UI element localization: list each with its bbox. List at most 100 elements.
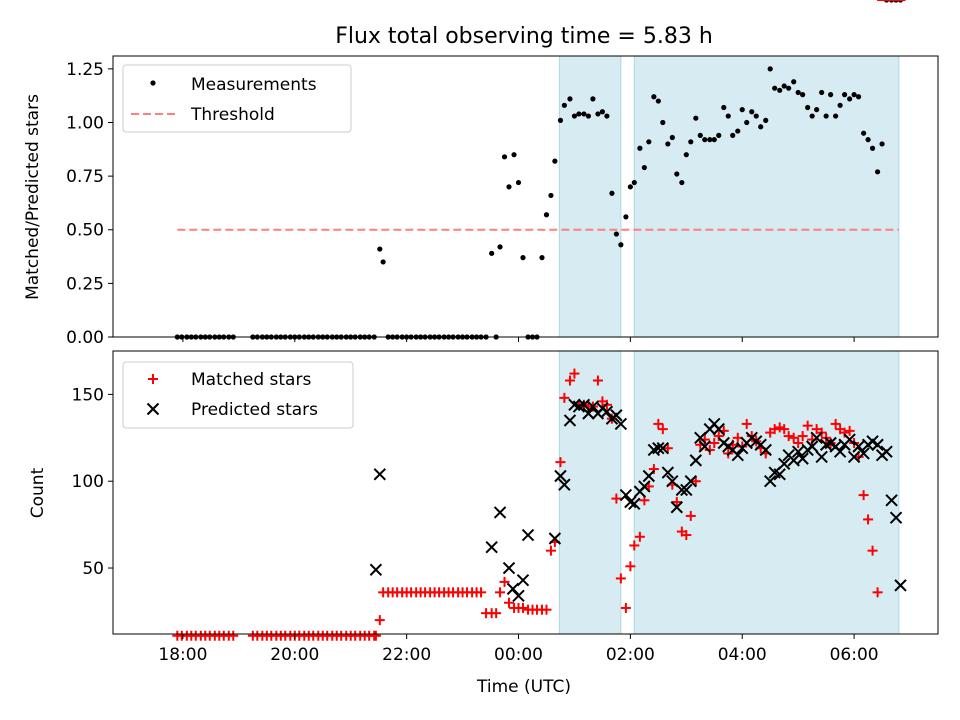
predicted-star-point — [689, 454, 703, 467]
panel-counts: 50 100 150 18:00 20:00 22:00 00:00 02:00 04:00 0… — [28, 0, 939, 697]
matched-star-point — [491, 608, 502, 619]
measurement-point — [865, 137, 871, 143]
predicted-star-point — [493, 506, 507, 519]
predicted-star-point — [847, 450, 861, 464]
measurement-point — [730, 132, 736, 138]
predicted-star-point-b — [777, 457, 791, 471]
predicted-star-point-b — [506, 582, 520, 596]
predicted-star-point-b — [810, 431, 823, 445]
predicted-star-point — [624, 495, 637, 509]
y-tick-label-bottom-2: 150 — [72, 385, 104, 405]
predicted-star-point — [773, 468, 786, 481]
predicted-star-point-b — [610, 409, 623, 422]
legend-matched-label: Matched stars — [191, 370, 311, 390]
legend-predicted-marker-b — [146, 402, 160, 416]
measurement-point — [763, 117, 769, 123]
matched-star-point — [774, 422, 785, 433]
predicted-star-point-b — [628, 497, 641, 510]
x-tick-label-5: 04:00 — [718, 645, 767, 665]
measurement-point — [571, 113, 578, 119]
measurement-point — [879, 141, 885, 147]
predicted-star-point — [548, 532, 562, 545]
predicted-star-point-b — [791, 445, 805, 458]
predicted-star-point — [810, 431, 823, 445]
matched-star-point — [779, 424, 790, 435]
predicted-star-point — [652, 442, 665, 455]
measurement-point — [814, 107, 820, 113]
plot-area-top-frame — [112, 55, 939, 338]
predicted-star-point — [796, 452, 809, 465]
measurement-point — [758, 124, 764, 130]
predicted-star-point — [680, 483, 693, 497]
predicted-star-point-b — [880, 445, 893, 458]
predicted-star-point — [777, 457, 791, 471]
legend-measurements-marker — [150, 80, 156, 86]
matched-star-point — [629, 540, 640, 551]
measurement-point — [561, 102, 567, 108]
predicted-star-point-b — [582, 407, 595, 420]
legend-matched-marker — [148, 374, 158, 384]
y-axis-ticks-top: 0.00 0.25 0.50 0.75 1.00 1.25 — [66, 60, 113, 348]
y-tick-label-top-5: 1.25 — [66, 60, 104, 80]
y-tick-label-top-2: 0.50 — [66, 221, 104, 241]
predicted-star-point — [642, 469, 656, 483]
measurement-point — [651, 94, 657, 100]
predicted-star-point — [712, 422, 725, 436]
predicted-star-point-b — [512, 589, 525, 603]
predicted-star-point-b — [763, 475, 777, 488]
matched-star-point — [517, 602, 528, 613]
measurement-point — [707, 137, 713, 143]
measurement-point — [841, 92, 848, 98]
y-tick-label-top-1: 0.25 — [66, 274, 104, 294]
matched-star-point — [559, 392, 570, 403]
predicted-star-point-b — [689, 454, 703, 467]
measurement-point — [646, 139, 652, 145]
legend-measurements-label: Measurements — [191, 75, 317, 95]
measurement-point — [609, 190, 615, 196]
matched-star-point — [788, 432, 799, 443]
matched-star-point — [662, 443, 673, 454]
measurement-point — [702, 137, 708, 143]
predicted-star-point-b — [369, 563, 383, 576]
legend-bottom-box — [122, 361, 354, 429]
predicted-star-point-b — [759, 443, 772, 457]
predicted-star-point-b — [833, 445, 847, 458]
measurement-point — [800, 92, 806, 98]
y-axis-label-bottom: Count — [28, 467, 48, 518]
measurement-point — [520, 255, 526, 261]
predicted-star-point — [554, 469, 567, 483]
measurement-point — [688, 139, 694, 145]
measurement-point — [576, 111, 582, 117]
predicted-star-point-b — [796, 452, 809, 465]
y-tick-label-top-4: 1.00 — [66, 113, 104, 133]
predicted-star-point-b — [624, 495, 637, 509]
predicted-star-point-b — [866, 435, 879, 448]
measurement-point — [627, 184, 633, 190]
measurement-point — [735, 128, 741, 134]
measurements-points — [174, 0, 904, 340]
predicted-star-point — [889, 511, 903, 524]
measurement-point — [557, 117, 564, 123]
measurement-point — [683, 152, 689, 158]
measurement-point — [772, 85, 778, 91]
predicted-star-point-b — [516, 573, 530, 587]
measurement-point — [539, 255, 545, 261]
predicted-star-point-b — [843, 433, 856, 446]
measurement-point — [869, 145, 876, 151]
measurement-point — [679, 179, 685, 186]
matched-star-point — [802, 420, 813, 431]
predicted-star-point — [656, 442, 670, 455]
measurement-point — [721, 104, 727, 111]
predicted-star-point — [558, 478, 571, 491]
predicted-star-point — [512, 589, 525, 603]
matched-star-point — [653, 418, 664, 429]
observing-intervals-top — [558, 55, 900, 338]
predicted-star-point — [563, 414, 577, 427]
y-tick-label-bottom-0: 50 — [82, 559, 104, 579]
predicted-star-point-b — [656, 442, 670, 455]
measurement-point — [819, 89, 825, 96]
measurement-point — [552, 158, 558, 164]
predicted-star-point-b — [670, 501, 684, 514]
measurement-point — [725, 113, 731, 119]
predicted-star-point-b — [586, 400, 600, 413]
